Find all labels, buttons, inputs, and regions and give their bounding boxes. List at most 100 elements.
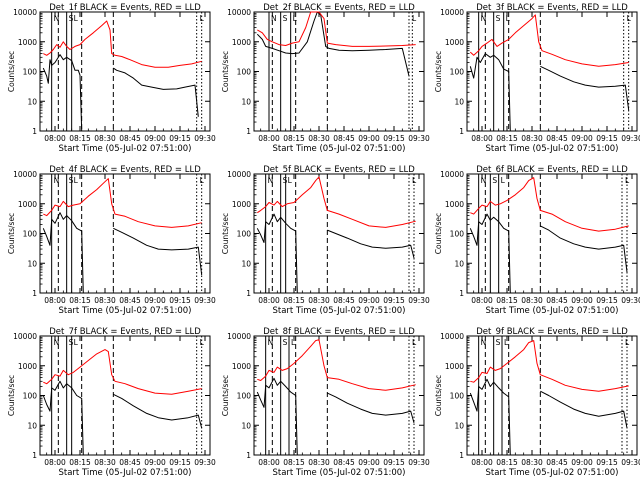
x-tick-label: 08:30 — [94, 296, 116, 305]
chart-title: Det_9f BLACK = Events, RED = LLD — [476, 327, 628, 337]
y-tick-label: 1 — [459, 451, 464, 460]
x-tick-label: 09:15 — [169, 134, 191, 143]
x-axis-title: Start Time (05-Jul-02 07:51:00) — [486, 468, 619, 478]
flag-label: S — [69, 14, 74, 23]
x-tick-label: 09:30 — [408, 134, 430, 143]
x-tick-label: 08:30 — [94, 458, 116, 467]
y-tick-label: 1000 — [18, 38, 37, 47]
series-line-lld — [257, 11, 416, 47]
x-tick-label: 08:00 — [258, 134, 280, 143]
series-line-events-post — [113, 393, 203, 429]
y-tick-label: 10000 — [13, 332, 37, 341]
x-tick-label: 09:15 — [596, 134, 618, 143]
series-line-events — [42, 212, 84, 294]
chart-title: Det_8f BLACK = Events, RED = LLD — [263, 327, 415, 337]
x-tick-label: 08:15 — [496, 458, 518, 467]
series-line-events-post — [113, 67, 199, 117]
y-tick-label: 10000 — [227, 170, 251, 179]
x-tick-label: 09:15 — [383, 296, 405, 305]
x-tick-label: 09:30 — [194, 296, 216, 305]
x-axis-title: Start Time (05-Jul-02 07:51:00) — [273, 306, 406, 316]
series-line-events-post — [540, 225, 628, 273]
x-tick-label: 09:15 — [169, 296, 191, 305]
y-tick-label: 1 — [32, 451, 37, 460]
flag-label: L — [412, 14, 417, 23]
x-tick-label: 08:00 — [44, 296, 66, 305]
y-axis-title: Counts/sec — [221, 375, 230, 416]
plot-frame — [253, 11, 425, 132]
chart-panel-9: 1 10 100 1000 10000 08:00 08:15 08:30 08:45 09:00… — [434, 327, 640, 478]
x-tick-label: 09:30 — [621, 134, 640, 143]
x-tick-label: 09:15 — [596, 296, 618, 305]
x-tick-label: 08:30 — [308, 458, 330, 467]
y-tick-label: 100 — [237, 392, 252, 401]
chart-panel-7: 1 10 100 1000 10000 08:00 08:15 08:30 08:45 09:00… — [7, 327, 216, 478]
series-line-lld — [257, 339, 416, 391]
x-tick-label: 08:15 — [496, 296, 518, 305]
series-line-lld — [469, 14, 629, 67]
x-tick-label: 08:15 — [69, 134, 91, 143]
flag-label: L — [412, 176, 417, 185]
y-tick-label: 100 — [237, 230, 252, 239]
y-tick-label: 100 — [450, 392, 465, 401]
flag-label: N — [268, 176, 274, 185]
flag-label: N — [481, 14, 487, 23]
x-tick-label: 09:00 — [358, 296, 380, 305]
x-tick-label: 09:30 — [194, 134, 216, 143]
chart-title: Det_5f BLACK = Events, RED = LLD — [263, 165, 415, 175]
y-axis-title: Counts/sec — [434, 375, 443, 416]
x-tick-label: 08:30 — [308, 134, 330, 143]
flag-label: L — [506, 14, 511, 23]
flag-label: N — [271, 14, 277, 23]
series-line-lld — [257, 176, 416, 228]
y-tick-label: 1000 — [232, 362, 251, 371]
x-axis-title: Start Time (05-Jul-02 07:51:00) — [273, 468, 406, 478]
x-tick-label: 08:30 — [308, 296, 330, 305]
chart-panel-1: 1 10 100 1000 10000 08:00 08:15 08:30 08:45 09:00… — [7, 3, 216, 154]
flag-label: N — [54, 176, 60, 185]
y-tick-label: 1000 — [445, 362, 464, 371]
x-tick-label: 09:15 — [596, 458, 618, 467]
y-tick-label: 10 — [454, 259, 464, 268]
y-axis-title: Counts/sec — [221, 51, 230, 92]
x-tick-label: 09:30 — [621, 458, 640, 467]
y-tick-label: 1 — [459, 127, 464, 136]
y-tick-label: 10 — [241, 97, 251, 106]
x-axis-title: Start Time (05-Jul-02 07:51:00) — [59, 144, 192, 154]
flag-label: S — [496, 338, 501, 347]
flag-label: L — [627, 14, 632, 23]
flag-label: S — [283, 338, 288, 347]
x-tick-label: 08:00 — [471, 458, 493, 467]
x-tick-label: 09:00 — [571, 296, 593, 305]
y-tick-label: 10 — [454, 421, 464, 430]
x-tick-label: 08:45 — [333, 296, 355, 305]
flag-label: L — [501, 176, 506, 185]
series-line-events — [469, 53, 511, 132]
flag-label: L — [74, 14, 79, 23]
x-tick-label: 08:00 — [258, 458, 280, 467]
x-tick-label: 08:45 — [119, 458, 141, 467]
plot-frame — [253, 173, 425, 294]
chart-title: Det_3f BLACK = Events, RED = LLD — [476, 3, 628, 13]
y-tick-label: 1000 — [232, 200, 251, 209]
chart-title: Det_6f BLACK = Events, RED = LLD — [476, 165, 628, 175]
y-tick-label: 100 — [23, 68, 38, 77]
series-line-events — [42, 54, 83, 132]
plot-frame — [253, 335, 425, 456]
chart-panel-2: 1 10 100 1000 10000 08:00 08:15 08:30 08:45 09:00… — [221, 3, 430, 154]
series-line-events-post — [327, 229, 415, 259]
y-tick-label: 1000 — [232, 38, 251, 47]
series-line-lld — [470, 177, 629, 232]
y-axis-title: Counts/sec — [221, 213, 230, 254]
chart-panel-6: 1 10 100 1000 10000 08:00 08:15 08:30 08:45 09:00… — [434, 165, 640, 316]
flag-label: S — [283, 176, 288, 185]
y-tick-label: 10 — [241, 421, 251, 430]
y-tick-label: 100 — [23, 230, 38, 239]
x-tick-label: 08:45 — [546, 296, 568, 305]
x-axis-title: Start Time (05-Jul-02 07:51:00) — [486, 144, 619, 154]
flag-label: L — [625, 338, 630, 347]
series-line-lld — [43, 178, 202, 228]
y-axis-title: Counts/sec — [434, 213, 443, 254]
chart-panel-3: 1 10 100 1000 10000 08:00 08:15 08:30 08:45 09:00… — [434, 3, 640, 154]
series-line-events — [469, 213, 511, 294]
